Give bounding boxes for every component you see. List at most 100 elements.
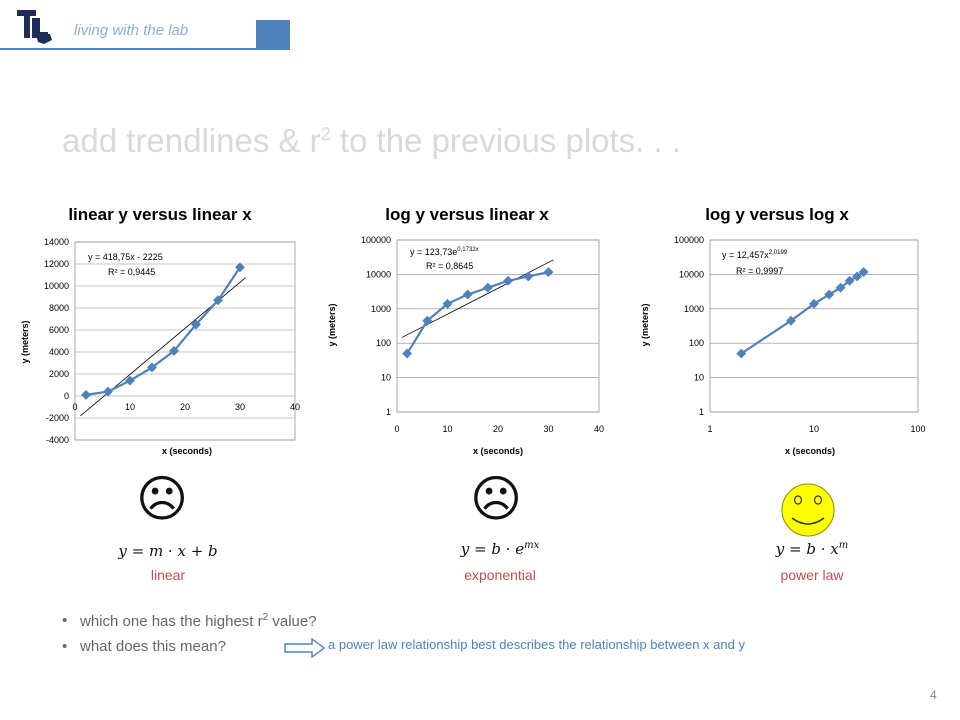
y-axis-label: y (meters) (20, 320, 30, 363)
y-tick-label: 0 (64, 391, 69, 401)
data-points (81, 262, 245, 400)
y-tick-label: -4000 (46, 435, 69, 445)
label-power-law: power law (780, 567, 844, 583)
x-tick-label: 0 (394, 424, 399, 434)
y-tick-label: 1000 (371, 304, 391, 314)
y-tick-label: 1 (699, 407, 704, 417)
smiley-face-icon (781, 483, 835, 537)
x-tick-label: 40 (594, 424, 604, 434)
x-tick-labels: 0 10 20 30 40 (72, 402, 300, 412)
y-tick-labels: 100000 10000 1000 100 10 1 (361, 235, 391, 417)
y-tick-label: 100 (689, 338, 704, 348)
x-tick-label: 0 (72, 402, 77, 412)
y-tick-label: -2000 (46, 413, 69, 423)
y-tick-labels: 14000 12000 10000 8000 6000 4000 2000 0 -2000 -40… (44, 237, 69, 445)
y-tick-label: 10000 (44, 281, 69, 291)
y-tick-label: 1000 (684, 304, 704, 314)
chart-linear-linear: linear y versus linear x 14000 12000 10000… (20, 205, 300, 456)
x-tick-label: 10 (442, 424, 452, 434)
y-tick-label: 10000 (366, 269, 391, 279)
y-axis-label: y (meters) (327, 303, 337, 346)
x-axis-label: x (seconds) (473, 446, 523, 456)
x-axis-label: x (seconds) (162, 446, 212, 456)
page-number: 4 (930, 688, 937, 702)
r-squared-label: R² = 0,8645 (426, 261, 473, 271)
data-point (785, 315, 796, 326)
x-axis-label: x (seconds) (785, 446, 835, 456)
data-point (402, 348, 413, 359)
data-point (191, 319, 201, 330)
x-tick-label: 20 (180, 402, 190, 412)
formula-power-law: y = b · xm (775, 540, 849, 558)
trend-equation: y = 12,457x2,0199 (722, 250, 788, 260)
x-tick-labels: 0 10 20 30 40 (394, 424, 604, 434)
data-point (858, 267, 869, 278)
data-point (81, 389, 91, 400)
x-tick-label: 40 (290, 402, 300, 412)
header-accent-box (256, 20, 290, 50)
y-tick-label: 100000 (674, 235, 704, 245)
formula-linear: y = m · x + b (118, 542, 218, 560)
data-point (523, 271, 534, 282)
y-tick-label: 1 (386, 407, 391, 417)
data-point (235, 262, 245, 273)
formula-exponential: y = b · emx (460, 540, 540, 558)
y-axis-label: y (meters) (640, 303, 650, 346)
y-tick-label: 6000 (49, 325, 69, 335)
header-subtitle: living with the lab (74, 22, 189, 39)
question-2: what does this mean? (62, 638, 317, 655)
frown-face-icon: ☹ (135, 471, 189, 527)
y-tick-label: 10000 (679, 269, 704, 279)
chart-log-log: log y versus log x 100000100001000100101… (640, 205, 926, 456)
label-exponential: exponential (464, 567, 536, 583)
data-point (103, 386, 113, 397)
data-series-line (740, 271, 865, 355)
right-arrow-icon (284, 638, 326, 658)
data-point (422, 315, 433, 326)
x-tick-label: 30 (543, 424, 553, 434)
data-point (852, 271, 863, 282)
gridlines (710, 239, 918, 413)
y-tick-label: 10 (694, 373, 704, 383)
question-1: which one has the highest r2 value? (62, 612, 317, 630)
slide-title: add trendlines & r2 to the previous plot… (62, 122, 682, 159)
y-tick-label: 12000 (44, 259, 69, 269)
r-squared-label: R² = 0,9997 (736, 266, 783, 276)
x-tick-label: 100 (910, 424, 925, 434)
data-point (835, 282, 846, 293)
data-point (543, 267, 554, 278)
y-tick-label: 14000 (44, 237, 69, 247)
chart-title: log y versus linear x (385, 205, 549, 224)
data-points (402, 267, 554, 359)
data-point (809, 298, 819, 309)
data-point (147, 362, 157, 373)
chart-title: linear y versus linear x (68, 205, 252, 224)
question-list: which one has the highest r2 value? what… (62, 612, 317, 663)
university-logo (17, 10, 52, 44)
data-point (824, 289, 835, 300)
y-tick-label: 8000 (49, 303, 69, 313)
y-tick-label: 4000 (49, 347, 69, 357)
x-tick-labels: 1 10 100 (707, 424, 925, 434)
data-point (482, 282, 493, 293)
header-rule (0, 48, 256, 50)
chart-log-linear: log y versus linear x 100000100001000100… (327, 205, 604, 456)
y-tick-labels: 100000 10000 1000 100 10 1 (674, 235, 704, 417)
y-tick-label: 2000 (49, 369, 69, 379)
gridlines (397, 239, 599, 413)
r-squared-label: R² = 0,9445 (108, 267, 155, 277)
data-series-line (85, 266, 241, 396)
y-tick-label: 100 (376, 338, 391, 348)
data-point (169, 345, 179, 356)
data-point (213, 295, 223, 306)
x-tick-label: 30 (235, 402, 245, 412)
gridlines (75, 241, 295, 441)
x-tick-label: 10 (809, 424, 819, 434)
data-point (736, 348, 747, 359)
y-tick-label: 10 (381, 373, 391, 383)
trend-equation: y = 418,75x - 2225 (88, 252, 163, 262)
x-tick-label: 20 (493, 424, 503, 434)
data-series-line (406, 270, 549, 355)
y-tick-label: 100000 (361, 235, 391, 245)
trend-equation: y = 123,73e0,1732x (410, 247, 479, 257)
